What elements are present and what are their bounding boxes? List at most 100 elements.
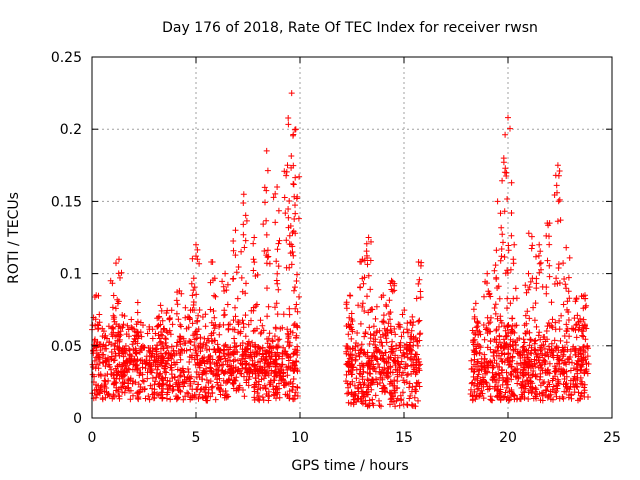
data-point bbox=[100, 328, 107, 335]
data-point bbox=[387, 309, 394, 316]
data-point bbox=[226, 352, 233, 358]
y-tick-label: 0.1 bbox=[60, 267, 82, 283]
data-point bbox=[507, 125, 513, 132]
data-point bbox=[471, 341, 477, 348]
data-point bbox=[133, 362, 140, 369]
data-point bbox=[96, 341, 103, 348]
data-point bbox=[292, 202, 298, 209]
data-point bbox=[364, 261, 371, 268]
data-point bbox=[554, 385, 561, 392]
data-point bbox=[526, 362, 533, 369]
data-point bbox=[400, 329, 407, 336]
data-point bbox=[473, 392, 480, 399]
data-point bbox=[514, 380, 521, 387]
data-point bbox=[105, 354, 111, 361]
data-point bbox=[164, 307, 171, 314]
data-point bbox=[195, 312, 202, 319]
data-point bbox=[290, 132, 296, 139]
data-point bbox=[111, 342, 118, 349]
data-point bbox=[406, 380, 413, 387]
data-point bbox=[554, 352, 561, 359]
data-point bbox=[511, 241, 518, 248]
data-point bbox=[352, 356, 359, 363]
data-point bbox=[343, 323, 350, 329]
data-point bbox=[281, 194, 288, 201]
data-point bbox=[130, 392, 136, 399]
data-point bbox=[504, 270, 511, 276]
data-point bbox=[240, 387, 246, 393]
data-point bbox=[379, 375, 386, 381]
data-point bbox=[279, 355, 286, 362]
data-point bbox=[238, 248, 245, 255]
data-point bbox=[234, 295, 241, 302]
data-point bbox=[372, 355, 379, 361]
data-point bbox=[260, 327, 267, 334]
data-point bbox=[242, 333, 249, 340]
data-point bbox=[116, 395, 123, 402]
data-point bbox=[263, 252, 270, 259]
data-point bbox=[545, 320, 552, 326]
data-point bbox=[370, 349, 377, 356]
data-point bbox=[404, 326, 410, 333]
data-point bbox=[386, 381, 393, 387]
data-point bbox=[395, 360, 402, 367]
data-point bbox=[539, 397, 546, 404]
data-point bbox=[546, 220, 553, 227]
data-point bbox=[274, 371, 281, 378]
x-tick-label: 20 bbox=[499, 430, 517, 446]
data-point bbox=[241, 244, 248, 251]
data-point bbox=[522, 282, 529, 289]
data-point bbox=[535, 252, 542, 259]
data-point bbox=[292, 389, 299, 396]
data-point bbox=[556, 168, 563, 174]
data-point bbox=[504, 305, 510, 312]
plot-frame bbox=[91, 56, 613, 419]
data-point bbox=[135, 333, 142, 340]
data-point bbox=[523, 320, 530, 327]
data-point bbox=[366, 324, 373, 331]
data-point bbox=[294, 384, 301, 390]
data-point bbox=[485, 288, 492, 295]
data-point bbox=[359, 300, 366, 307]
data-point bbox=[244, 342, 251, 348]
data-point bbox=[112, 352, 119, 359]
data-point bbox=[103, 389, 110, 396]
data-point bbox=[504, 196, 511, 202]
data-point bbox=[145, 393, 152, 400]
data-point bbox=[552, 326, 559, 333]
data-point bbox=[107, 277, 114, 284]
data-point bbox=[217, 356, 224, 363]
data-point bbox=[231, 326, 238, 333]
data-point bbox=[350, 401, 357, 408]
data-point bbox=[265, 350, 272, 356]
data-point bbox=[159, 394, 166, 401]
data-point bbox=[279, 361, 286, 368]
data-point bbox=[181, 347, 188, 354]
data-point bbox=[163, 369, 170, 376]
data-point bbox=[363, 389, 370, 396]
data-point bbox=[189, 292, 196, 299]
data-point bbox=[119, 312, 126, 318]
data-point bbox=[158, 375, 165, 382]
data-point bbox=[194, 318, 201, 325]
data-point bbox=[117, 274, 123, 281]
data-point bbox=[242, 212, 249, 219]
data-point bbox=[372, 315, 379, 322]
data-point bbox=[478, 360, 485, 367]
data-point bbox=[267, 381, 274, 388]
data-point bbox=[197, 386, 204, 393]
data-point bbox=[553, 182, 560, 189]
data-point bbox=[551, 192, 558, 198]
data-point bbox=[470, 337, 477, 344]
data-point bbox=[355, 350, 362, 357]
data-point bbox=[504, 295, 511, 302]
data-point bbox=[500, 239, 506, 246]
data-point bbox=[504, 323, 511, 329]
data-point bbox=[132, 332, 138, 339]
data-point bbox=[526, 315, 533, 322]
data-point bbox=[176, 383, 183, 390]
data-point bbox=[263, 217, 270, 224]
data-point bbox=[96, 311, 103, 318]
data-point bbox=[186, 315, 193, 322]
data-point bbox=[117, 328, 124, 335]
